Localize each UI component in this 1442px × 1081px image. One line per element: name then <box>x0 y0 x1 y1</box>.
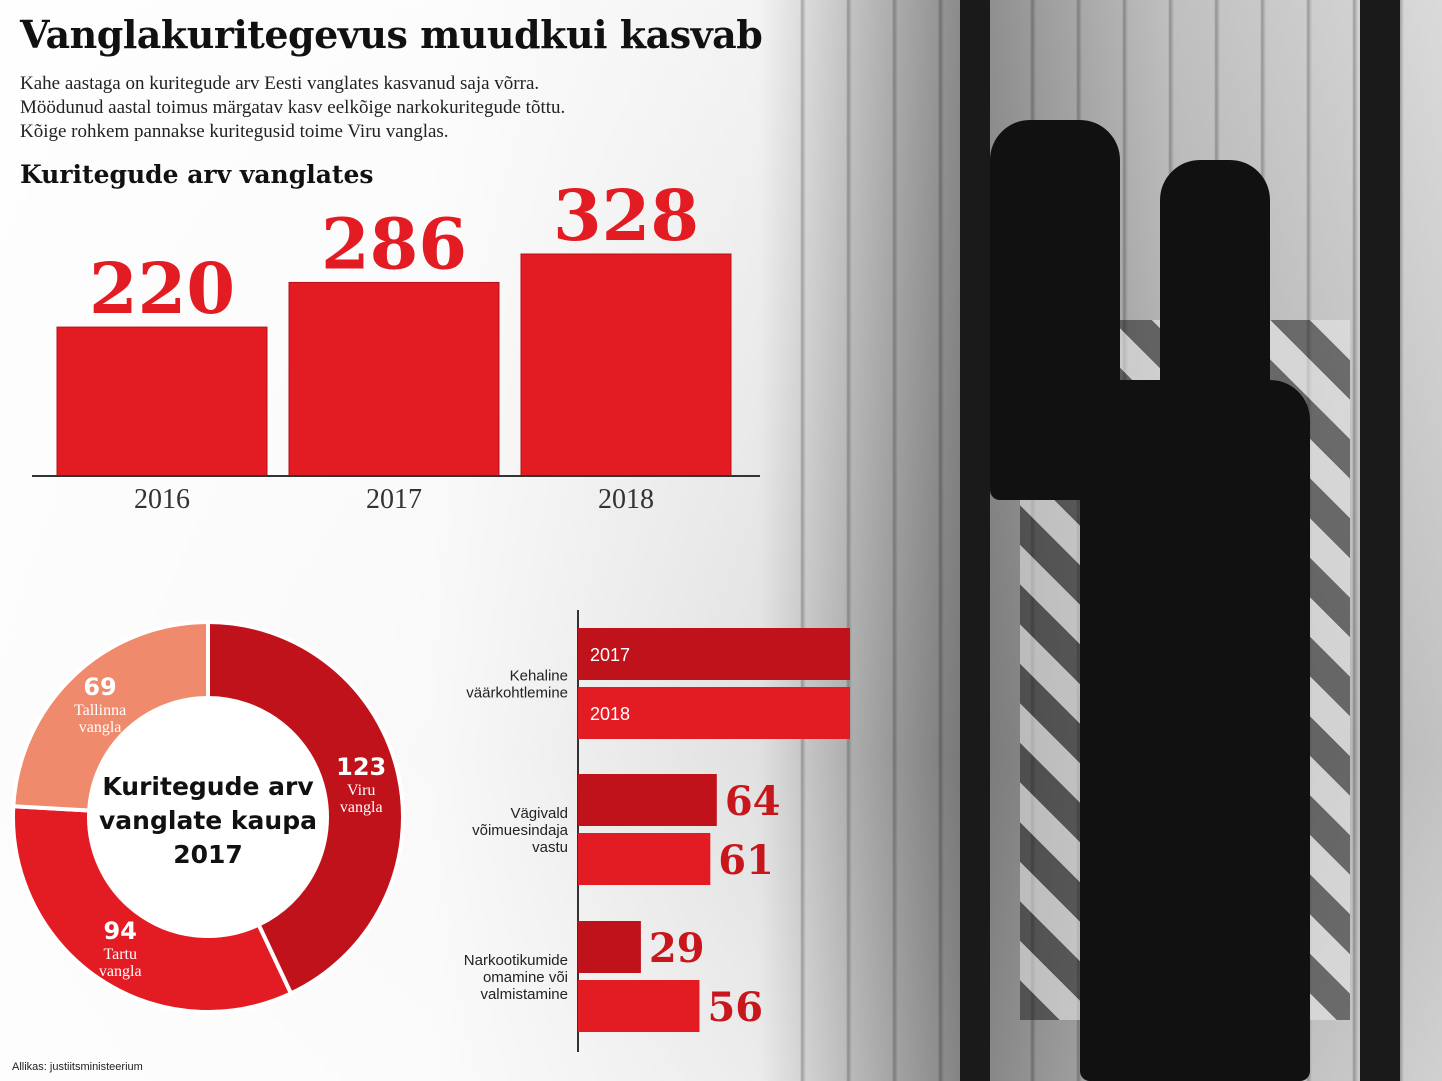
bar-value-label: 61 <box>718 837 774 884</box>
category-label: Kehaline väärkohtlemine <box>466 668 568 702</box>
series-label: 2018 <box>590 704 630 724</box>
source-note: Allikas: justiitsministeerium <box>12 1061 143 1073</box>
slice-value-label: 123 <box>336 753 386 781</box>
slice-name-line: vangla <box>340 799 383 816</box>
category-label-line: Kehaline <box>510 668 568 685</box>
donut-title: Kuritegude arv vanglate kaupa 2017 <box>99 772 317 869</box>
slice-name-label: Viru vangla <box>340 782 383 816</box>
prison-photo <box>760 0 1442 1081</box>
doorframe <box>960 0 990 1081</box>
bar-value-label: 29 <box>649 925 705 972</box>
slice-name-label: Tallinna vangla <box>74 702 126 736</box>
bar <box>578 833 711 885</box>
slice-name-line: vangla <box>99 963 142 980</box>
intro-line: Kahe aastaga on kuritegude arv Eesti van… <box>20 73 540 94</box>
slice-name-line: Tallinna <box>74 702 126 719</box>
slice-name-line: Viru <box>347 782 375 799</box>
x-tick-label: 2018 <box>598 484 654 515</box>
doorframe-right <box>1360 0 1400 1081</box>
bar <box>578 921 641 973</box>
donut-slice <box>206 619 405 997</box>
series-label: 2017 <box>590 645 630 665</box>
donut-title-line: Kuritegude arv <box>102 772 313 801</box>
donut-title-line: vanglate kaupa <box>99 806 317 835</box>
donut-hole <box>91 700 325 934</box>
bar <box>578 628 850 680</box>
bar <box>578 687 850 739</box>
yearly-bar-chart: 220 2016 286 2017 328 2018 <box>32 174 760 515</box>
slice-value-label: 69 <box>83 673 116 701</box>
intro-line: Möödunud aastal toimus märgatav kasv eel… <box>20 97 566 118</box>
page-title: Vanglakuritegevus muudkui kasvab <box>20 12 763 57</box>
bar-value-label: 328 <box>553 174 699 257</box>
slice-name-line: vangla <box>79 719 122 736</box>
donut-slice <box>11 619 210 813</box>
category-label-line: väärkohtlemine <box>466 685 568 702</box>
category-label-line: võimuesindaja <box>472 822 569 839</box>
donut-title-line: 2017 <box>173 840 243 869</box>
slice-name-label: Tartu vangla <box>99 946 142 980</box>
bar <box>288 281 500 477</box>
bar-value-label: 220 <box>89 247 235 330</box>
category-label-line: vastu <box>532 839 568 856</box>
donut-slice <box>11 804 294 1014</box>
person-silhouette <box>1080 380 1310 1081</box>
bar-value-label: 64 <box>725 778 781 825</box>
category-label-line: Vägivald <box>510 805 568 822</box>
bar <box>578 980 700 1032</box>
bar <box>578 774 717 826</box>
category-label: Vägivald võimuesindaja vastu <box>472 805 569 856</box>
category-label-line: omamine või <box>483 969 568 986</box>
bar-value-label: 286 <box>321 202 467 285</box>
bar <box>56 326 268 477</box>
bar-value-label: 56 <box>707 984 763 1031</box>
bar-chart-title: Kuritegude arv vanglates <box>20 160 374 189</box>
category-bar-chart: 20171372018142Kehalineväärkohtlemine6461… <box>464 610 850 1052</box>
category-label-line: valmistamine <box>480 986 568 1003</box>
category-label: Narkootikumide omamine või valmistamine <box>464 952 568 1003</box>
category-label-line: Narkootikumide <box>464 952 568 969</box>
intro-text: Kahe aastaga on kuritegude arv Eesti van… <box>20 72 660 144</box>
intro-line: Kõige rohkem pannakse kuritegusid toime … <box>20 121 449 142</box>
bar <box>520 253 732 477</box>
slice-value-label: 94 <box>104 917 137 945</box>
x-tick-label: 2016 <box>134 484 190 515</box>
x-tick-label: 2017 <box>366 484 422 515</box>
slice-name-line: Tartu <box>103 946 137 963</box>
